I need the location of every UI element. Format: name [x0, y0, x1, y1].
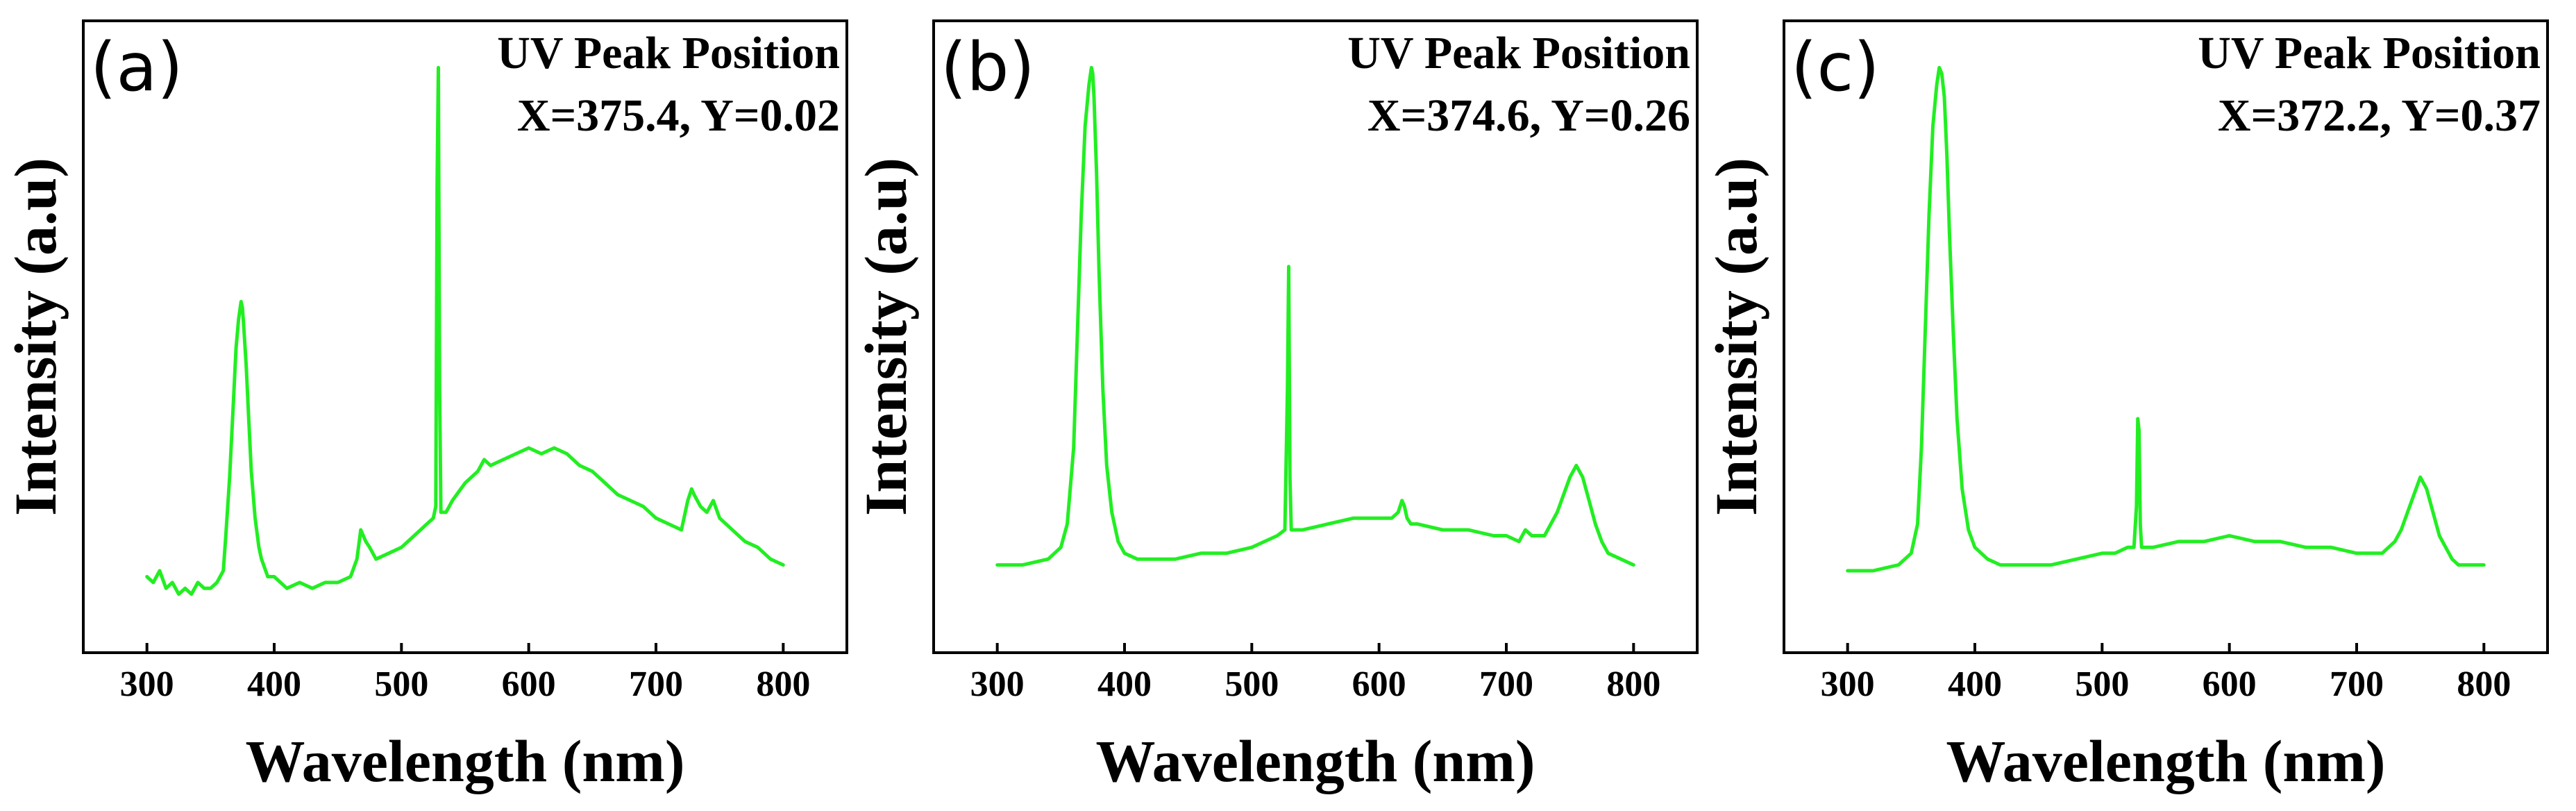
- uv-peak-annotation-title: UV Peak Position: [497, 28, 840, 78]
- x-tick-label: 700: [2330, 664, 2384, 704]
- spectrum-line-c: [1846, 65, 2486, 573]
- panel-label: (c): [1791, 28, 1880, 106]
- panel-label: (b): [941, 28, 1035, 106]
- x-tick-label: 500: [374, 664, 428, 704]
- y-axis-title: Intensity (a.u): [852, 158, 919, 516]
- x-tick-label: 300: [120, 664, 174, 704]
- x-tick-label: 700: [1479, 664, 1533, 704]
- chart-panel-b: 300 400 500 600 700 800 (b) UV Peak Position X=3…: [852, 19, 1699, 794]
- x-tick-label: 500: [1224, 664, 1279, 704]
- panel-label: (a): [90, 28, 183, 106]
- x-tick-label: 800: [1606, 664, 1660, 704]
- x-tick-label: 400: [1097, 664, 1152, 704]
- chart-panel-c: 300 400 500 600 700 800 (c) UV Peak Position X=3…: [1703, 19, 2549, 794]
- chart-panel-a: 300 400 500 600 700 800 (a) UV Peak Position X=3…: [2, 19, 848, 794]
- x-tick-label: 600: [1352, 664, 1406, 704]
- x-axis-title: Wavelength (nm): [1095, 728, 1535, 794]
- x-axis-title: Wavelength (nm): [245, 728, 684, 794]
- x-tick-label: 300: [970, 664, 1025, 704]
- x-tick-label: 600: [502, 664, 556, 704]
- x-tick-label: 400: [247, 664, 301, 704]
- x-tick-label: 700: [629, 664, 683, 704]
- x-tick-label: 800: [2457, 664, 2511, 704]
- uv-peak-annotation-title: UV Peak Position: [1347, 28, 1690, 78]
- y-axis-title: Intensity (a.u): [1703, 158, 1769, 516]
- x-tick-label: 600: [2203, 664, 2257, 704]
- x-tick-label: 400: [1948, 664, 2002, 704]
- spectrum-line-b: [995, 65, 1635, 567]
- uv-peak-annotation-value: X=375.4, Y=0.02: [517, 90, 840, 141]
- x-tick-label: 300: [1821, 664, 1875, 704]
- uv-peak-annotation-title: UV Peak Position: [2198, 28, 2541, 78]
- uv-peak-annotation-value: X=372.2, Y=0.37: [2218, 90, 2541, 141]
- y-axis-title: Intensity (a.u): [2, 158, 69, 516]
- x-tick-label: 500: [2075, 664, 2129, 704]
- x-tick-label: 800: [756, 664, 810, 704]
- plot-frame: [1783, 19, 2549, 654]
- spectrum-line-a: [145, 65, 785, 596]
- x-axis-title: Wavelength (nm): [1946, 728, 2385, 794]
- plot-frame: [932, 19, 1699, 654]
- uv-peak-annotation-value: X=374.6, Y=0.26: [1367, 90, 1690, 141]
- plot-frame: [82, 19, 848, 654]
